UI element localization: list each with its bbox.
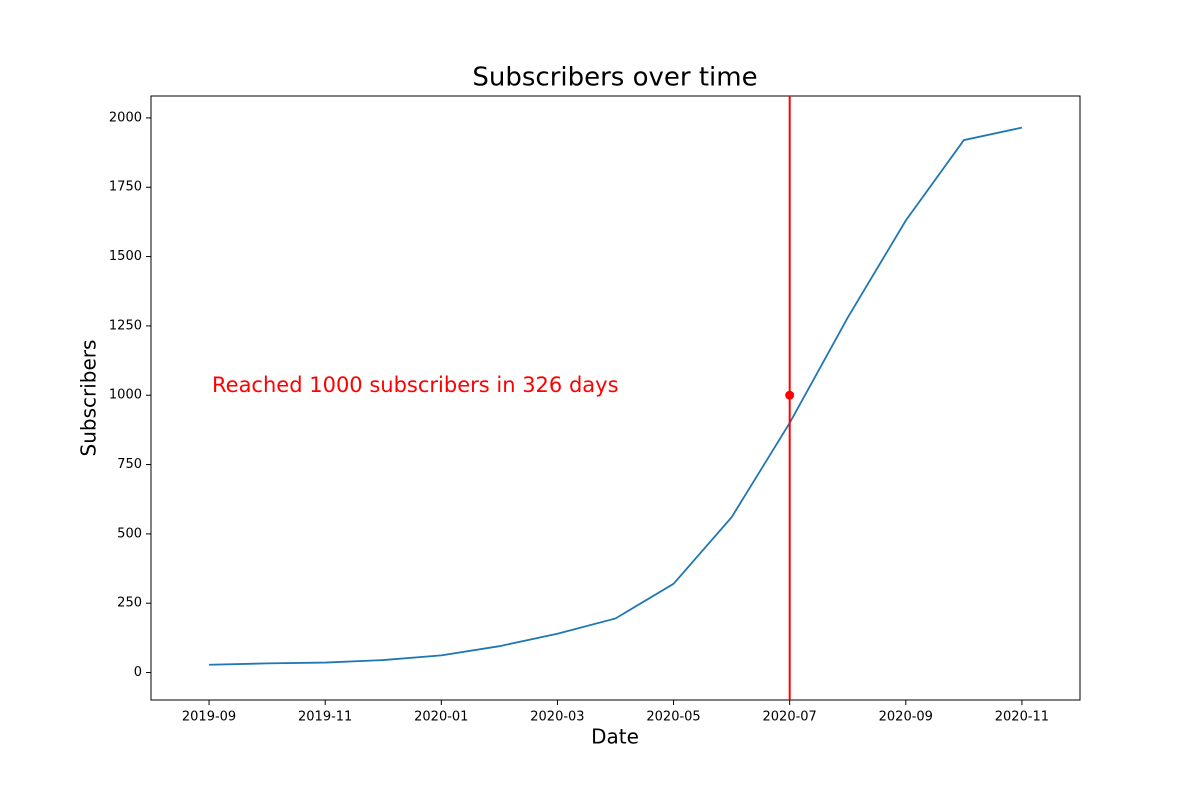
line bbox=[209, 126, 1023, 666]
x-tick-label: 2020-11 bbox=[995, 710, 1049, 725]
x-tick-label: 2020-05 bbox=[646, 710, 700, 725]
x-tick-label: 2020-01 bbox=[414, 710, 468, 725]
x-tick-label: 2020-09 bbox=[879, 710, 933, 725]
marker-point bbox=[785, 390, 795, 400]
annotation: Reached 1000 subscribers in 326 days bbox=[212, 373, 619, 397]
x-tick-label: 2019-09 bbox=[182, 710, 236, 725]
y-tick-label: 250 bbox=[117, 596, 142, 611]
y-tick-label: 1750 bbox=[109, 180, 142, 195]
y-tick-label: 500 bbox=[117, 526, 142, 541]
y-tick-label: 0 bbox=[134, 665, 142, 680]
x-tick-label: 2020-07 bbox=[763, 710, 817, 725]
y-tick-label: 1500 bbox=[109, 249, 142, 264]
plot-frame bbox=[150, 95, 1081, 701]
y-axis-label: Subscribers bbox=[77, 340, 101, 457]
y-tick-label: 750 bbox=[117, 457, 142, 472]
x-axis-label: Date bbox=[591, 725, 639, 749]
y-tick-label: 1250 bbox=[109, 318, 142, 333]
x-tick-label: 2020-03 bbox=[530, 710, 584, 725]
y-tick-label: 2000 bbox=[109, 110, 142, 125]
chart-title: Subscribers over time bbox=[472, 63, 757, 93]
x-tick-label: 2019-11 bbox=[298, 710, 352, 725]
y-tick-label: 1000 bbox=[109, 388, 142, 403]
